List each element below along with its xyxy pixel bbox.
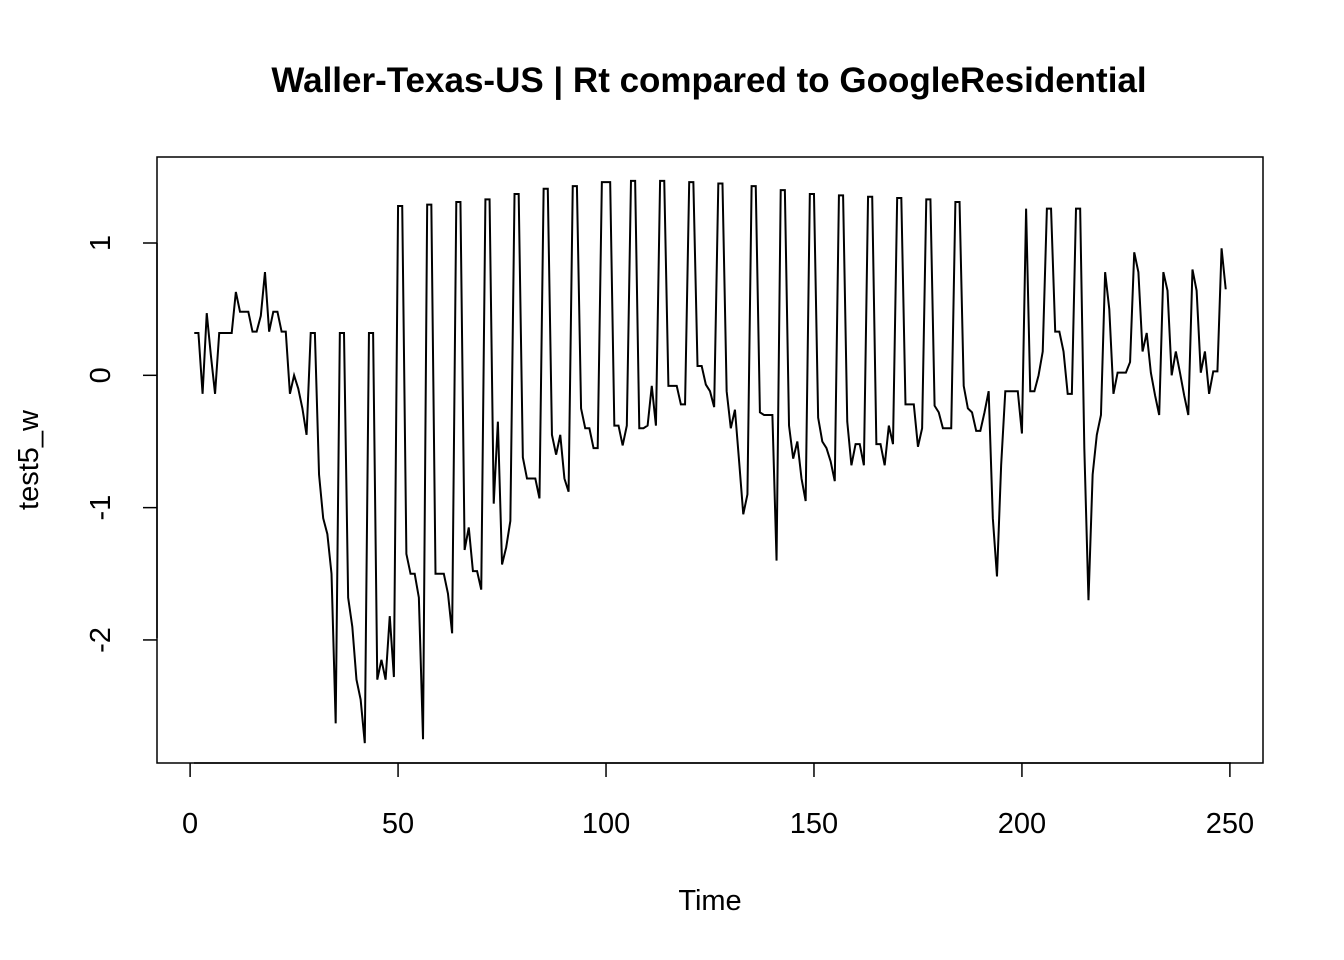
y-axis-label: test5_w: [13, 409, 45, 510]
y-tick-label: 0: [85, 367, 117, 383]
x-axis-label: Time: [678, 885, 741, 917]
x-tick-label: 0: [182, 808, 198, 840]
y-axis: -2 -1 0 1: [85, 235, 158, 653]
y-tick-label: 1: [85, 235, 117, 251]
x-tick-label: 200: [998, 808, 1046, 840]
plot-frame: [156, 156, 1264, 764]
chart-title: Waller-Texas-US | Rt compared to GoogleR…: [271, 61, 1146, 100]
x-tick-label: 150: [790, 808, 838, 840]
y-tick-label: -2: [85, 627, 117, 653]
y-tick-label: -1: [85, 495, 117, 521]
series-line-test5_w: [194, 179, 1227, 744]
x-tick-label: 250: [1206, 808, 1254, 840]
x-axis: 0 50 100 150 200 250: [182, 762, 1254, 840]
x-tick-label: 100: [582, 808, 630, 840]
x-tick-label: 50: [382, 808, 414, 840]
